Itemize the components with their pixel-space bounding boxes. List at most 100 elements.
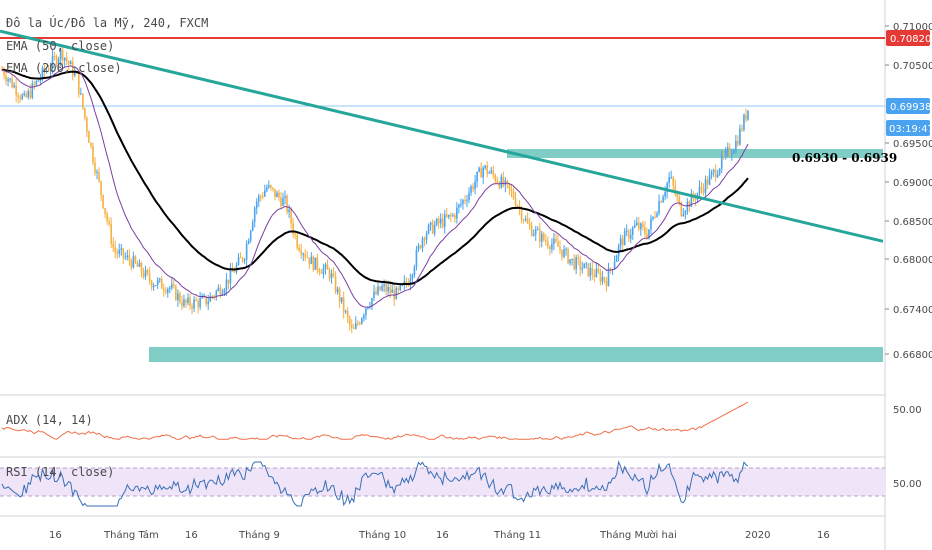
ema50-label[interactable]: EMA (50, close) <box>6 39 114 53</box>
candle-body <box>209 296 212 302</box>
candle-body <box>55 56 58 65</box>
candle-body <box>122 248 125 258</box>
candle-body <box>11 78 13 88</box>
candle-body <box>27 90 30 98</box>
candle-body <box>633 225 636 228</box>
candle-body <box>629 234 632 239</box>
candle-body <box>173 284 175 286</box>
candle-body <box>237 257 240 265</box>
y-tick-label: 0.66800 <box>893 350 932 361</box>
ema200-label[interactable]: EMA (200, close) <box>6 61 122 75</box>
adx-label[interactable]: ADX (14, 14) <box>6 413 93 427</box>
candle-body <box>500 176 503 188</box>
candle-body <box>747 110 749 120</box>
candle-body <box>547 241 549 247</box>
candle-body <box>563 249 565 257</box>
candle-body <box>326 264 329 270</box>
candle-body <box>33 83 36 85</box>
candle-body <box>395 287 398 300</box>
candle-body <box>112 243 114 248</box>
candle-body <box>215 290 218 297</box>
candle-body <box>160 278 163 289</box>
candle-body <box>429 222 432 226</box>
candle-body <box>682 214 685 216</box>
rsi-label[interactable]: RSI (14, close) <box>6 465 114 479</box>
candle-body <box>642 223 644 227</box>
candle-body <box>486 165 489 174</box>
candle-body <box>702 188 705 193</box>
x-tick-label: 16 <box>49 530 62 541</box>
ema200-line[interactable] <box>1 68 749 286</box>
candle-body <box>342 297 345 312</box>
candle-body <box>385 284 387 292</box>
candle-body <box>530 225 533 236</box>
candle-body <box>377 286 379 295</box>
candle-body <box>575 257 577 270</box>
price-axis[interactable]: 0.71000 0.70500 0.69500 0.69000 0.68500 … <box>885 22 932 490</box>
candle-body <box>197 300 199 308</box>
candle-body <box>152 285 155 288</box>
adx-line[interactable] <box>1 401 749 440</box>
candle-body <box>292 223 294 234</box>
candle-body <box>268 185 270 188</box>
candle-body <box>441 218 444 227</box>
candle-body <box>365 308 367 316</box>
candle-body <box>648 229 650 239</box>
candle-body <box>272 187 274 189</box>
candle-body <box>249 230 252 241</box>
candle-body <box>106 213 108 222</box>
candle-body <box>189 297 191 306</box>
candle-body <box>735 140 737 151</box>
candle-body <box>195 299 197 301</box>
countdown-tag <box>886 120 930 136</box>
resistance-price-tag <box>886 30 930 46</box>
candle-body <box>312 256 315 270</box>
candle-body <box>472 186 474 190</box>
y-tick-label: 0.70500 <box>893 61 932 72</box>
rsi-line[interactable] <box>1 460 749 507</box>
candle-body <box>688 201 691 207</box>
supply-zone[interactable] <box>507 149 883 158</box>
candle-body <box>474 181 476 190</box>
candle-body <box>569 259 571 264</box>
zone-label: 0.6930 - 0.6939 <box>792 151 897 165</box>
candle-body <box>338 288 341 302</box>
candle-body <box>367 306 369 309</box>
candle-body <box>308 257 311 264</box>
candle-body <box>545 240 547 242</box>
candle-body <box>274 188 276 198</box>
candle-body <box>187 297 189 304</box>
candle-body <box>674 185 677 195</box>
candle-body <box>261 196 264 198</box>
candle-body <box>488 172 491 174</box>
candle-body <box>540 233 543 242</box>
candle-body <box>435 218 438 226</box>
candle-body <box>253 208 256 222</box>
candle-body <box>405 280 408 284</box>
candle-body <box>264 190 266 197</box>
candle-body <box>506 180 509 184</box>
candle-body <box>421 238 424 249</box>
candle-body <box>593 274 596 277</box>
candle-body <box>538 229 541 242</box>
candle-body <box>498 182 501 188</box>
candle-body <box>94 162 96 173</box>
ema50-line[interactable] <box>1 65 749 308</box>
candle-body <box>718 168 721 175</box>
candle-body <box>415 249 418 267</box>
candle-body <box>439 218 442 224</box>
time-axis[interactable]: 16 Tháng Tám 16 Tháng 9 Tháng 10 16 Thán… <box>49 529 830 541</box>
candle-body <box>185 299 187 304</box>
candle-body <box>381 286 383 291</box>
candle-body <box>71 61 74 76</box>
candle-body <box>322 268 325 274</box>
candle-body <box>29 90 32 98</box>
candle-body <box>116 251 119 254</box>
candle-body <box>720 155 723 169</box>
candle-body <box>522 219 525 221</box>
candle-body <box>298 247 300 251</box>
candle-body <box>98 171 100 182</box>
support-zone[interactable] <box>149 347 883 362</box>
trendline[interactable] <box>0 29 884 243</box>
